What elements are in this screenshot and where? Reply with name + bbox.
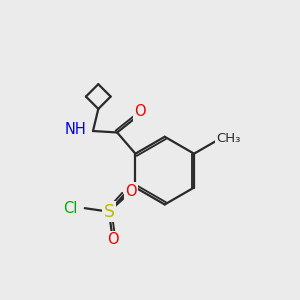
Text: Cl: Cl bbox=[63, 201, 77, 216]
Text: NH: NH bbox=[65, 122, 86, 137]
Text: CH₃: CH₃ bbox=[216, 133, 240, 146]
Text: S: S bbox=[103, 203, 114, 221]
Text: O: O bbox=[107, 232, 119, 247]
Text: O: O bbox=[125, 184, 136, 199]
Text: O: O bbox=[134, 104, 146, 119]
